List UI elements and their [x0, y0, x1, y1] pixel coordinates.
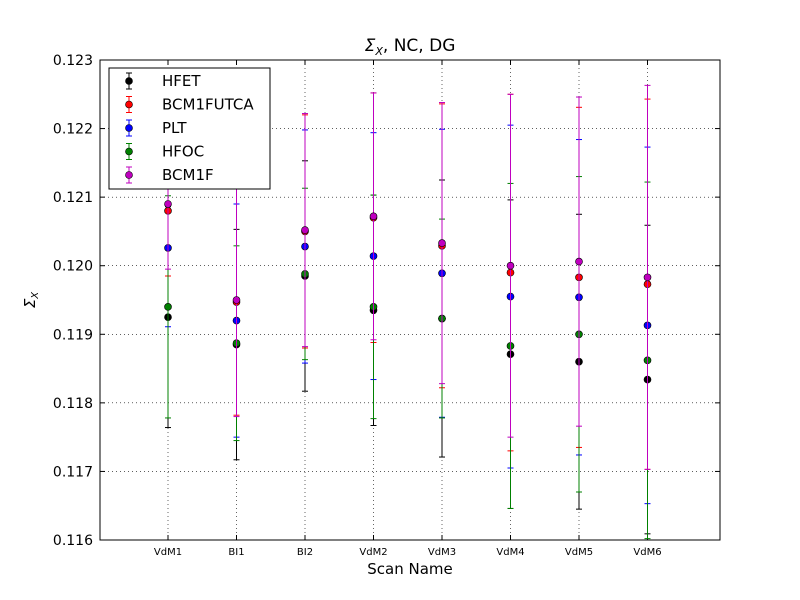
y-axis-label-symbol: Σ [21, 298, 39, 308]
x-tick-label: BI1 [228, 547, 244, 558]
data-point [575, 257, 583, 266]
chart-title: ΣX, NC, DG [365, 36, 456, 58]
legend-marker [125, 171, 133, 179]
x-tick-label: VdM1 [154, 547, 182, 558]
chart-title-subscript: X [374, 45, 383, 58]
plot-frame [99, 59, 721, 541]
data-point [506, 261, 515, 270]
y-tick-label: 0.121 [53, 190, 93, 206]
y-axis-label: ΣX [21, 291, 41, 308]
legend-box [108, 67, 271, 190]
chart-title-symbol: Σ [365, 36, 376, 56]
legend-label: HFET [162, 72, 201, 90]
tick-layer: 0.116 0.117 0.118 0.119 0.120 0.121 0.122 0.123… [53, 53, 720, 558]
legend-marker [125, 124, 133, 132]
y-tick-label: 0.119 [53, 327, 93, 343]
data-point [643, 273, 652, 282]
x-tick-label: VdM4 [496, 547, 524, 558]
x-tick-label: VdM5 [565, 547, 593, 558]
y-tick-label: 0.118 [53, 396, 93, 412]
legend-marker [125, 100, 133, 109]
x-tick-label: VdM6 [633, 547, 661, 558]
y-tick-label: 0.122 [53, 122, 93, 138]
y-tick-label: 0.116 [53, 533, 93, 549]
legend: HFET BCM1FUTCA PLT HFOC BCM1F [108, 67, 271, 190]
x-axis-label: Scan Name [367, 560, 453, 578]
data-point [164, 303, 172, 311]
legend-label: PLT [162, 119, 187, 137]
legend-label: BCM1FUTCA [162, 96, 254, 114]
legend-label: HFOC [162, 143, 204, 161]
data-point [369, 212, 378, 221]
x-tick-label: BI2 [297, 547, 313, 558]
y-axis-label-subscript: X [30, 291, 41, 300]
data-layer [164, 84, 652, 540]
data-point [164, 200, 172, 208]
legend-label: BCM1F [162, 166, 214, 184]
x-tick-label: VdM2 [359, 547, 387, 558]
data-point [232, 296, 241, 304]
y-tick-label: 0.123 [53, 53, 93, 69]
y-tick-label: 0.120 [53, 259, 93, 275]
series-hfoc [164, 176, 652, 540]
x-tick-label: VdM3 [428, 547, 456, 558]
series-hfet [164, 160, 652, 535]
data-point [438, 239, 446, 247]
y-tick-label: 0.117 [53, 464, 93, 480]
legend-marker [125, 77, 133, 85]
chart-title-rest: , NC, DG [383, 36, 455, 56]
data-point [301, 226, 309, 234]
legend-marker [125, 147, 133, 156]
